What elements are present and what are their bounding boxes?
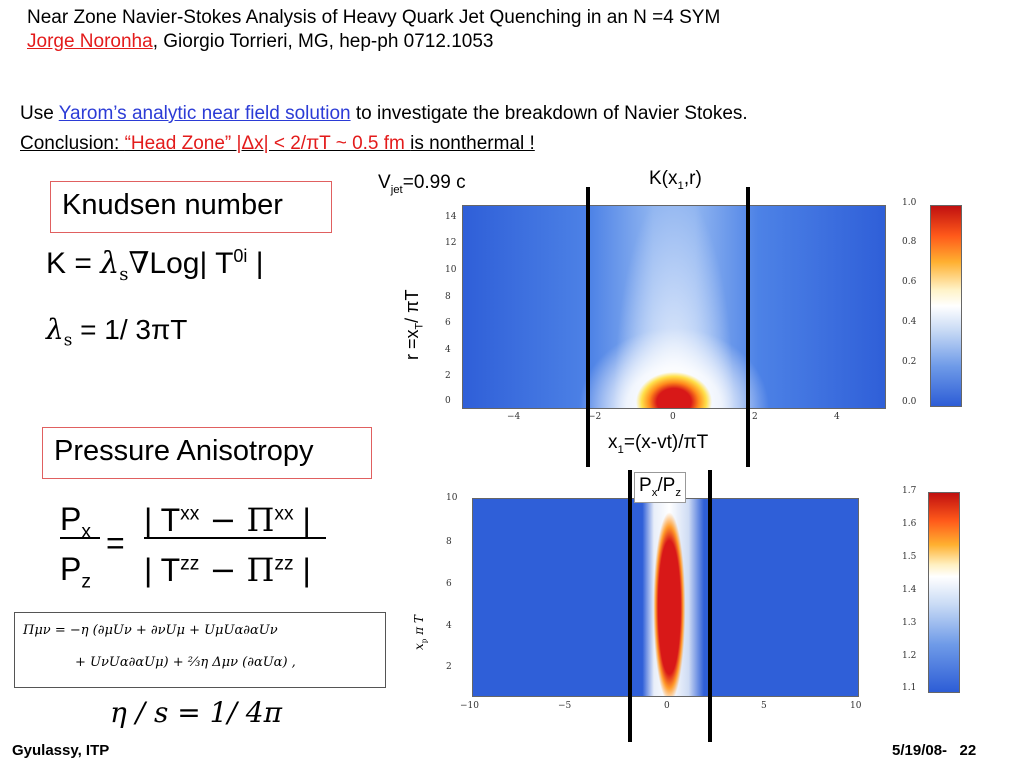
top-colorbar-ticks: 1.0 0.8 0.6 0.4 0.2 0.0 (902, 198, 917, 407)
use-line: Use Yarom’s analytic near field solution… (20, 103, 748, 125)
author-link[interactable]: Jorge Noronha (27, 31, 153, 52)
lambda-sub: s (119, 264, 129, 285)
lhs-bottom: Pz (60, 551, 91, 593)
denominator: | Tzz − Πzz | (144, 551, 311, 589)
k-lhs: K = (46, 247, 101, 280)
pressure-box: Pressure Anisotropy (42, 427, 372, 479)
px-pz-label: Px/Pz (634, 472, 687, 503)
lambda-s-sub: s (63, 329, 73, 350)
vjet-label: Vjet=0.99 c (378, 172, 466, 196)
yarom-link[interactable]: Yarom’s analytic near field solution (58, 103, 351, 124)
head-zone-left-line (586, 187, 590, 467)
k-end: | (247, 247, 264, 280)
conclusion-line: Conclusion: “Head Zone” |Δx| < 2/πT ~ 0.… (20, 133, 535, 155)
lambda-formula: λs = 1/ 3πT (46, 313, 188, 350)
bottom-plot-yticks: 10 8 6 4 2 (446, 493, 458, 672)
conclusion-label: Conclusion: (20, 133, 125, 154)
pressure-formula: Px Pz = | Txx − Πxx | | Tzz − Πzz | (60, 497, 350, 607)
use-prefix: Use (20, 103, 59, 124)
eta-over-s: η / s = 1/ 4π (110, 696, 283, 729)
bottom-plot-xticks: −10 −5 0 5 10 (460, 701, 862, 711)
lhs-top: Px (60, 501, 91, 543)
top-plot-ylabel: r =xT/ πT (402, 289, 426, 360)
pressure-label: Pressure Anisotropy (54, 435, 314, 467)
top-plot-xticks: −4 −2 0 2 4 (507, 412, 840, 422)
knudsen-box: Knudsen number (50, 181, 332, 233)
k-plot-label: K(x1,r) (649, 168, 702, 192)
pi-eq-line1: Πμν = −η (∂μUν + ∂νUμ + UμUα∂αUν (23, 623, 278, 638)
pi-equation-box: Πμν = −η (∂μUν + ∂νUμ + UμUα∂αUν + UνUα∂… (14, 612, 386, 688)
use-suffix: to investigate the breakdown of Navier S… (350, 103, 748, 124)
conclusion-tail: is nonthermal ! (410, 133, 535, 154)
bottom-colorbar (928, 492, 960, 693)
top-plot-yticks: 14 12 10 8 6 4 2 0 (445, 212, 457, 406)
authors-rest: , Giorgio Torrieri, MG, hep-ph 0712.1053 (152, 31, 494, 52)
k-T: | T (199, 247, 234, 280)
k-log: Log (149, 247, 200, 280)
pi-eq-line2: + UνUα∂αUμ) + ⅔η Δμν (∂αUα) , (75, 655, 296, 670)
head-zone-right-line (746, 187, 750, 467)
top-colorbar (930, 205, 962, 407)
footer-left: Gyulassy, ITP (12, 742, 110, 759)
slide-title: Near Zone Navier-Stokes Analysis of Heav… (27, 7, 721, 28)
lambda-rhs: = 1/ 3πT (72, 314, 188, 345)
pressure-heatmap (472, 498, 859, 697)
knudsen-formula: K = λs∇Log| T0i | (46, 246, 264, 285)
k-sup: 0i (233, 246, 248, 266)
top-plot-xlabel: x1=(x-vt)/πT (608, 432, 709, 457)
knudsen-heatmap (462, 205, 886, 409)
bottom-plot-ylabel: xp π T (412, 615, 429, 650)
bottom-left-line (628, 470, 632, 742)
numerator: | Txx − Πxx | (144, 501, 311, 539)
authors-line: Jorge Noronha, Giorgio Torrieri, MG, hep… (27, 31, 493, 53)
equals-sign: = (106, 525, 125, 561)
lhs-bar (60, 537, 100, 539)
knudsen-label: Knudsen number (62, 189, 283, 221)
rhs-bar (144, 537, 326, 539)
conclusion-highlight: “Head Zone” |Δx| < 2/πT ~ 0.5 fm (124, 133, 411, 154)
bottom-colorbar-ticks: 1.7 1.6 1.5 1.4 1.3 1.2 1.1 (902, 486, 917, 693)
footer-right: 5/19/08- 22 (892, 742, 977, 759)
bottom-right-line (708, 470, 712, 742)
